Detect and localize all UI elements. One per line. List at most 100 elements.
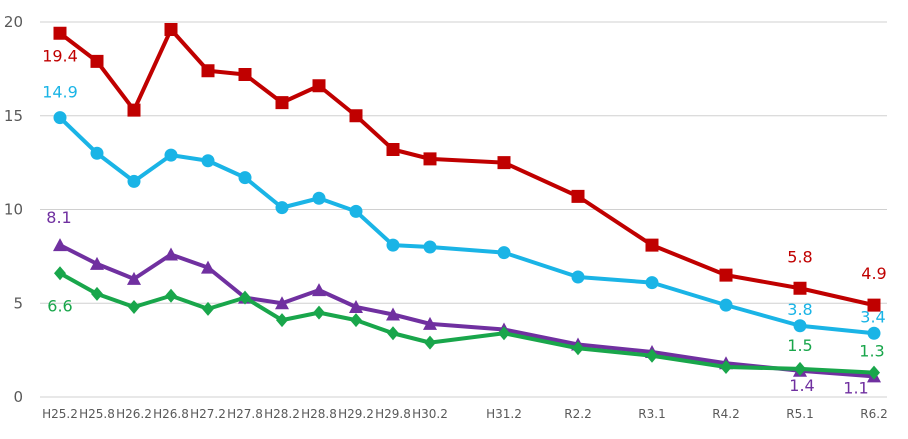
x-tick-label: R2.2 [564,407,591,421]
x-tick-label: H26.2 [116,407,152,421]
data-point [164,23,178,36]
data-point [571,270,585,284]
y-tick-label: 5 [13,294,23,312]
data-point [275,96,289,110]
data-point [128,300,140,314]
data-point [498,326,510,341]
data-point [165,288,177,303]
data-label: 1.4 [789,376,814,395]
y-tick-label: 15 [4,107,23,125]
data-point [423,316,437,330]
data-point [423,152,437,166]
data-label: 1.1 [843,378,868,397]
data-point [719,298,733,312]
data-point [720,360,732,374]
data-point [386,238,400,252]
x-tick-label: H25.2 [42,407,78,421]
data-point [238,171,252,185]
data-point [572,341,584,356]
data-label: 1.3 [859,342,884,361]
data-point [53,238,67,252]
data-point [164,148,178,162]
data-point [646,348,658,363]
gridlines [40,21,887,398]
data-label: 14.9 [42,83,78,102]
data-point [423,240,437,254]
y-tick-label: 0 [13,388,23,406]
data-point [201,64,215,78]
x-tick-label: H31.2 [486,407,522,421]
data-point [386,143,400,156]
data-point [719,268,733,282]
data-point [276,313,288,328]
data-point [53,26,67,40]
data-point [90,256,104,270]
data-point [127,103,141,117]
data-label: 8.1 [46,208,71,227]
data-point [201,154,215,168]
data-point [645,276,659,290]
x-tick-label: R5.1 [786,407,813,421]
data-point [868,365,880,380]
data-label: 6.6 [47,296,72,315]
data-point [867,326,881,340]
x-tick-label: H30.2 [412,407,448,421]
data-label: 4.9 [861,264,886,283]
data-point [90,146,104,160]
x-axis-ticks: H25.2 H25.8 H26.2 H26.8 H27.2 H27.8 H28.2 H28.8… [42,407,888,421]
data-point [867,298,881,312]
data-point [239,290,251,305]
data-point [793,319,807,333]
series-line [59,271,875,375]
data-point [201,260,215,274]
series-group [53,23,881,383]
y-tick-label: 10 [4,201,23,219]
data-point [349,300,363,313]
y-tick-label: 20 [4,13,23,31]
x-tick-label: H29.2 [338,407,374,421]
x-tick-label: H28.2 [264,407,300,421]
data-point [275,201,289,215]
series-line [58,27,875,308]
x-tick-label: H26.8 [153,407,189,421]
data-point [91,286,103,301]
data-point [53,111,67,125]
data-label: 1.5 [787,336,812,355]
data-label: 5.8 [787,247,812,266]
x-tick-label: H28.8 [301,407,337,421]
data-point [312,79,326,93]
x-tick-label: H27.8 [227,407,263,421]
data-point [497,156,511,170]
x-tick-label: R6.2 [860,407,887,421]
data-point [387,326,399,341]
data-point [424,335,436,350]
data-point [645,238,659,252]
data-label: 19.4 [42,46,78,65]
data-label: 3.8 [787,300,812,319]
x-tick-label: H25.8 [79,407,115,421]
x-tick-label: R3.1 [638,407,665,421]
x-tick-label: H27.2 [190,407,226,421]
data-point [312,191,326,205]
data-point [90,54,104,68]
data-point [238,68,252,81]
data-point [793,281,807,295]
data-point [350,313,362,328]
data-point [349,109,363,123]
data-point [349,204,363,218]
data-point [275,296,289,310]
data-point [202,301,214,316]
data-labels: 19.4 5.8 4.9 14.9 3.8 3.4 8.1 1.4 1.1 6.6 1.5 1.3 [42,46,887,397]
data-point [164,247,178,261]
y-axis-ticks: 0 5 10 15 20 [4,13,23,406]
data-point [497,246,511,260]
data-point [127,271,141,285]
data-point [571,189,585,203]
data-label: 3.4 [860,307,885,326]
data-point [794,361,806,376]
data-point [54,266,66,281]
data-point [312,283,326,297]
x-tick-label: R4.2 [712,407,739,421]
data-point [127,174,141,188]
